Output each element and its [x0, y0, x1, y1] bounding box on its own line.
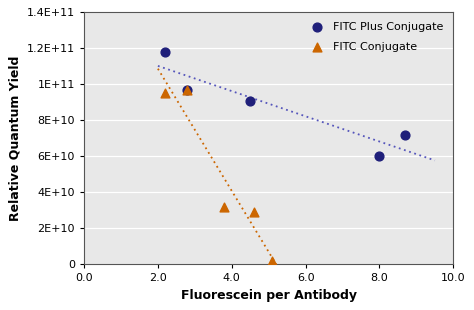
FITC Plus Conjugate [183, 87, 191, 92]
X-axis label: Fluorescein per Antibody: Fluorescein per Antibody [181, 289, 357, 302]
Legend: FITC Plus Conjugate, FITC Conjugate: FITC Plus Conjugate, FITC Conjugate [302, 18, 448, 57]
FITC Plus Conjugate [376, 154, 383, 159]
FITC Plus Conjugate [246, 99, 254, 104]
FITC Conjugate [269, 259, 276, 264]
FITC Conjugate [250, 210, 258, 215]
FITC Conjugate [220, 204, 228, 209]
Y-axis label: Relative Quantum Yield: Relative Quantum Yield [9, 55, 21, 221]
FITC Plus Conjugate [162, 49, 169, 54]
FITC Conjugate [162, 91, 169, 96]
FITC Plus Conjugate [401, 132, 409, 137]
FITC Conjugate [183, 87, 191, 92]
